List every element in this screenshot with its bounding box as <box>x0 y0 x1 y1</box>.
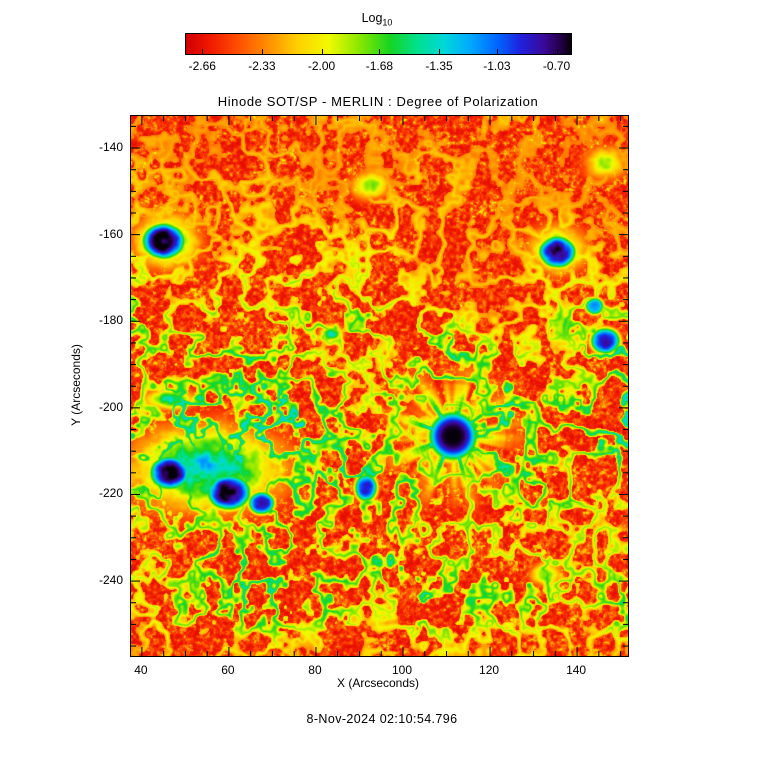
x-tick-label: 100 <box>391 663 413 677</box>
colorbar-tick <box>322 49 323 54</box>
plot-title: Hinode SOT/SP - MERLIN : Degree of Polar… <box>217 94 539 109</box>
colorbar-tick <box>497 49 498 54</box>
colorbar-title-text: Log <box>361 11 383 25</box>
colorbar-tick-label: -2.33 <box>248 59 276 73</box>
colorbar-tick-label: -0.70 <box>542 59 571 73</box>
plot-area <box>130 115 629 657</box>
y-tick-label: -180 <box>98 313 123 328</box>
y-tick-label: -140 <box>98 140 123 155</box>
x-tick-label: 120 <box>479 663 500 677</box>
y-tick-label: -160 <box>98 226 123 241</box>
y-tick-label: -240 <box>98 573 123 588</box>
y-tick-label: -200 <box>98 399 123 414</box>
colorbar-tick-label: -1.35 <box>425 59 453 73</box>
colorbar-title: Log10 <box>362 11 393 28</box>
x-tick-label: 60 <box>221 663 235 677</box>
colorbar-title-subscript: 10 <box>382 17 393 28</box>
colorbar-tick <box>202 49 203 54</box>
colorbar-tick-label: -1.68 <box>365 59 394 73</box>
colorbar-tick-label: -2.00 <box>307 59 336 73</box>
colorbar-tick <box>379 49 380 54</box>
colorbar-tick <box>557 49 558 54</box>
x-axis-label: X (Arcseconds) <box>336 676 420 690</box>
colorbar <box>185 33 572 55</box>
y-tick-label: -220 <box>98 486 123 501</box>
y-axis-label: Y (Arcseconds) <box>69 344 83 426</box>
heatmap-image <box>131 116 628 656</box>
colorbar-tick <box>439 49 440 54</box>
x-tick-label: 40 <box>134 663 148 677</box>
colorbar-tick-label: -1.03 <box>483 59 511 73</box>
colorbar-tick <box>262 49 263 54</box>
colorbar-gradient <box>186 34 571 54</box>
timestamp: 8-Nov-2024 02:10:54.796 <box>306 712 458 726</box>
colorbar-tick-label: -2.66 <box>188 59 216 73</box>
x-tick-label: 140 <box>566 663 587 677</box>
x-tick-label: 80 <box>308 663 322 677</box>
